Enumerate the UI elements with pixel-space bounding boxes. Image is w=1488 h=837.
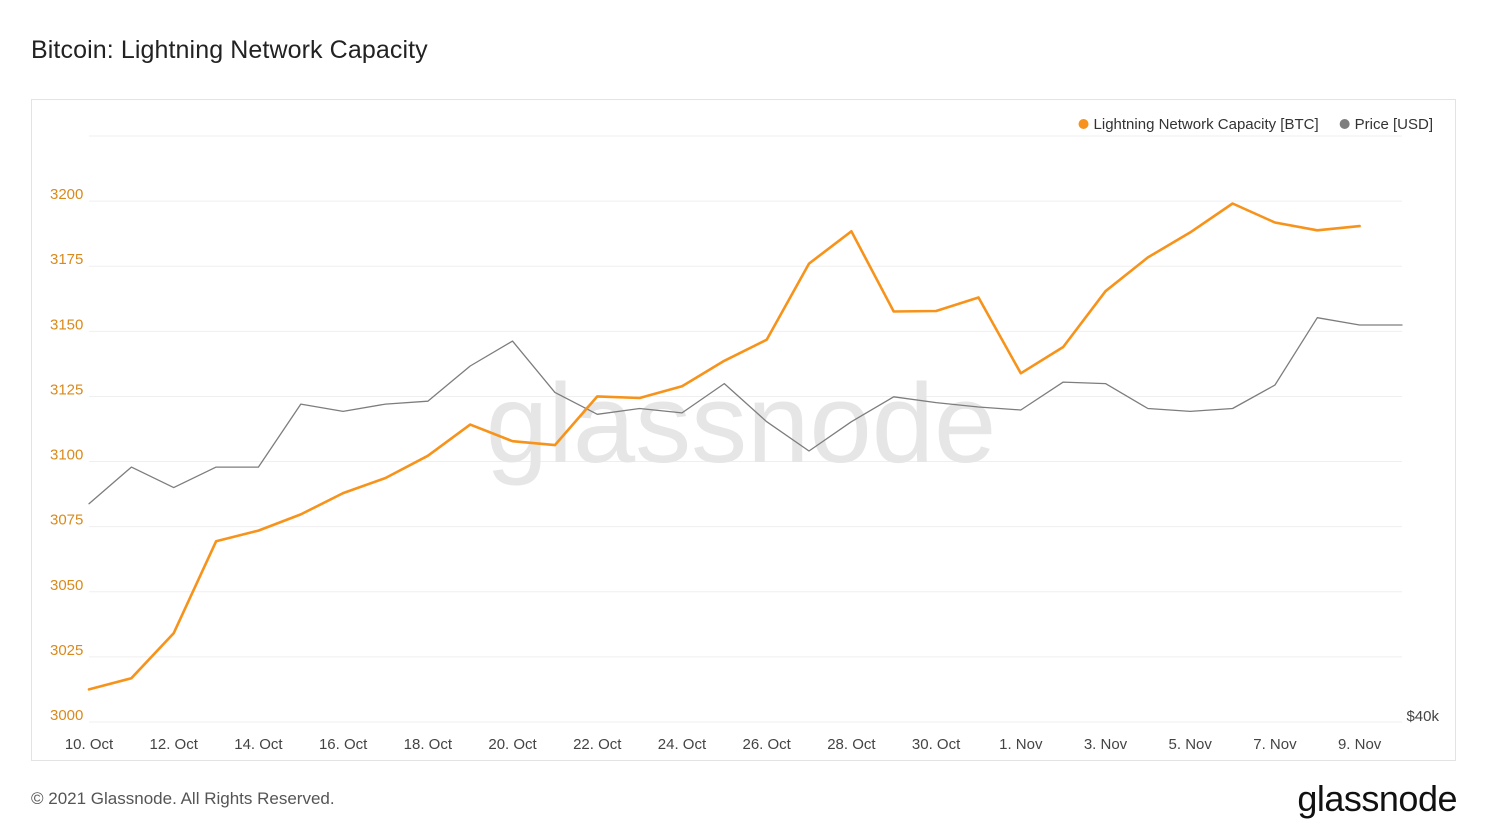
x-tick-label: 20. Oct (488, 736, 537, 753)
x-axis: 10. Oct 12. Oct 14. Oct 16. Oct 18. Oct 20. O… (65, 736, 1382, 753)
x-tick-label: 30. Oct (912, 736, 961, 753)
y-tick-label: 3000 (50, 707, 83, 724)
price-series-line[interactable] (88, 317, 1403, 505)
x-tick-label: 9. Nov (1338, 736, 1382, 753)
x-tick-label: 12. Oct (150, 736, 199, 753)
x-tick-label: 5. Nov (1169, 736, 1213, 753)
capacity-series-line[interactable] (87, 202, 1361, 691)
y-tick-label: 3175 (50, 251, 83, 268)
x-tick-label: 22. Oct (573, 736, 622, 753)
y-tick-label: 3025 (50, 642, 83, 659)
x-tick-label: 7. Nov (1253, 736, 1297, 753)
watermark-text: glassnode (486, 361, 997, 486)
x-tick-label: 14. Oct (234, 736, 283, 753)
y-tick-label: 3100 (50, 447, 83, 464)
chart-title: Bitcoin: Lightning Network Capacity (31, 36, 428, 64)
legend-item-capacity[interactable]: Lightning Network Capacity [BTC] (1078, 116, 1319, 133)
y-axis-left: 3000 3025 3050 3075 3100 3125 3150 3175 3200 (50, 186, 83, 724)
y-tick-label: 3050 (50, 577, 83, 594)
gridlines (89, 135, 1402, 723)
legend[interactable]: Price [USD] Lightning Network Capacity [B… (1078, 116, 1433, 133)
chart-panel: glassnode 3000 3025 3050 3075 3100 3125 3150 31… (31, 99, 1456, 761)
x-tick-label: 16. Oct (319, 736, 368, 753)
x-tick-label: 28. Oct (827, 736, 876, 753)
x-tick-label: 18. Oct (404, 736, 453, 753)
y-tick-label: 3075 (50, 512, 83, 529)
x-tick-label: 10. Oct (65, 736, 114, 753)
legend-item-price[interactable]: Price [USD] (1339, 116, 1433, 133)
brand-logo[interactable]: glassnode (1297, 778, 1457, 819)
x-tick-label: 3. Nov (1084, 736, 1128, 753)
x-tick-label: 1. Nov (999, 736, 1043, 753)
legend-label: Price [USD] (1355, 116, 1433, 133)
line-chart: glassnode 3000 3025 3050 3075 3100 3125 3150 31… (50, 116, 1439, 753)
y-tick-label: 3125 (50, 381, 83, 398)
x-tick-label: 26. Oct (742, 736, 791, 753)
legend-label: Lightning Network Capacity [BTC] (1094, 116, 1319, 133)
copyright-notice: © 2021 Glassnode. All Rights Reserved. (31, 789, 335, 808)
y-axis-right-label: $40k (1406, 708, 1439, 725)
y-tick-label: 3200 (50, 186, 83, 203)
x-tick-label: 24. Oct (658, 736, 707, 753)
legend-dot-icon (1078, 119, 1089, 129)
legend-dot-icon (1339, 119, 1350, 129)
series-lines (87, 202, 1403, 691)
y-tick-label: 3150 (50, 316, 83, 333)
